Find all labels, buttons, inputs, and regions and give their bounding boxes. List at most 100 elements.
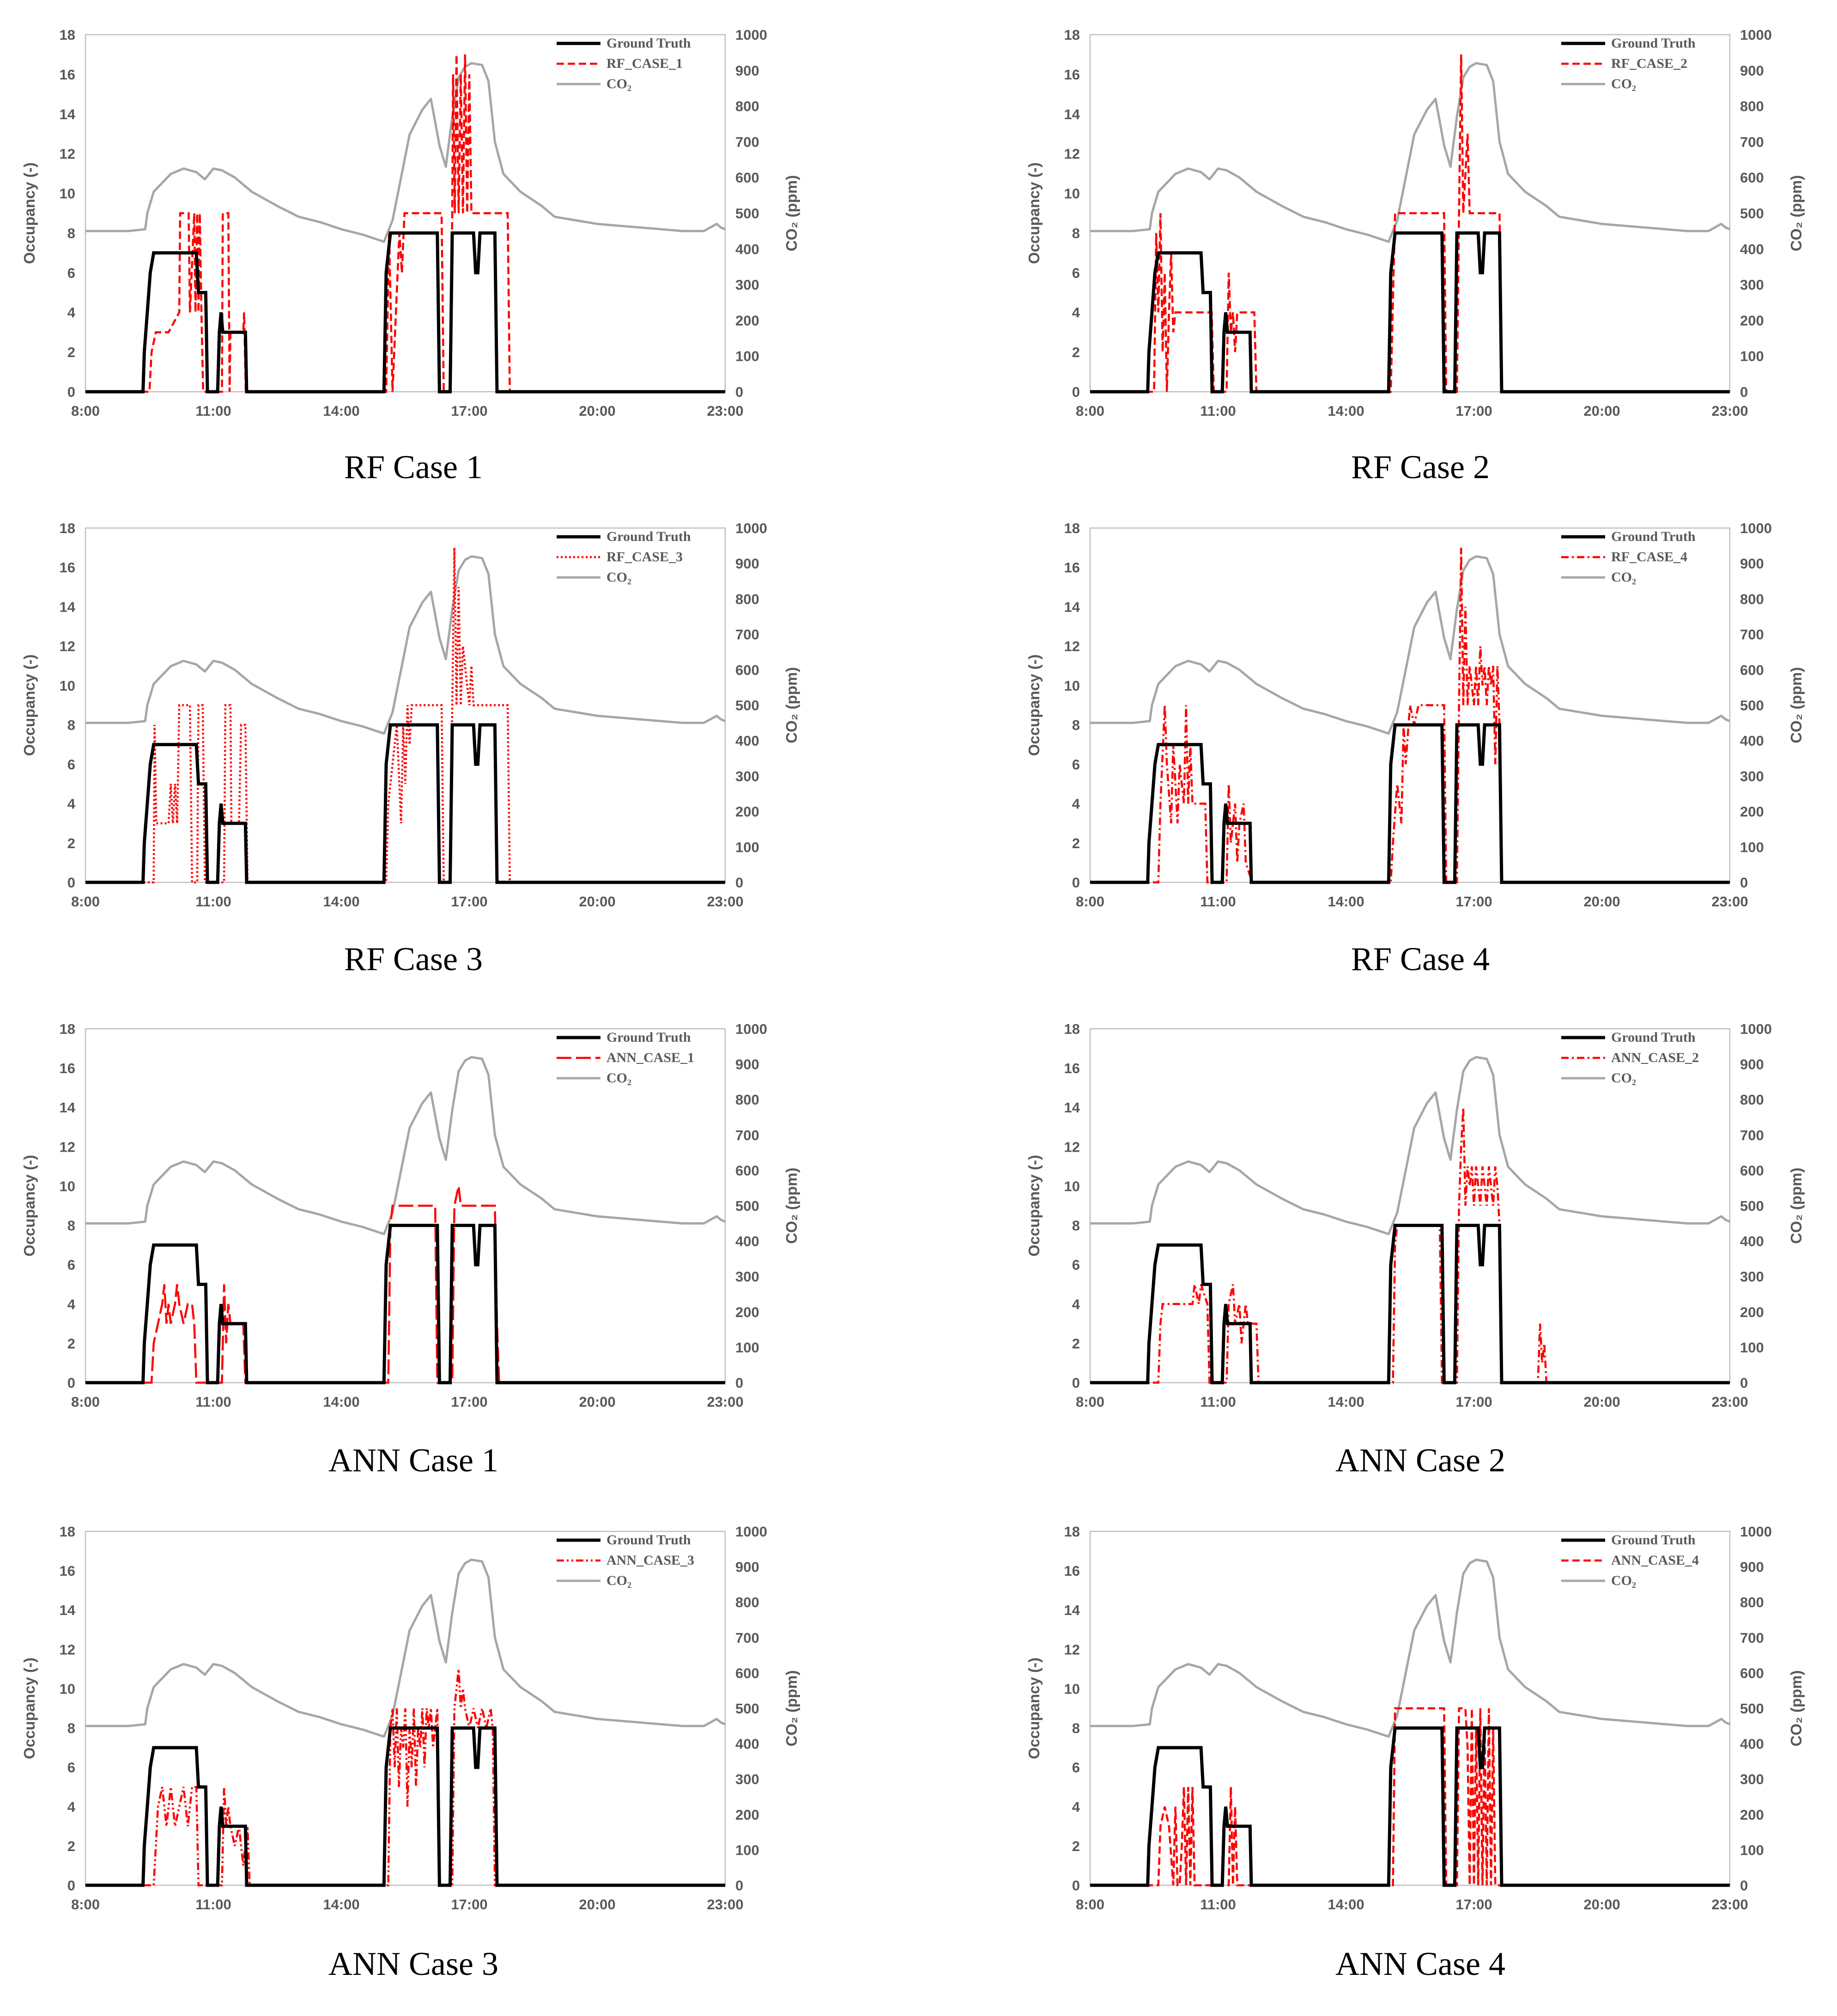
y-left-tick-label: 10 — [1064, 678, 1080, 694]
y-left-tick-label: 16 — [1064, 1563, 1080, 1579]
y-right-tick-label: 1000 — [1740, 27, 1772, 43]
legend-label: RF_CASE_3 — [606, 549, 683, 565]
y-left-tick-label: 6 — [1072, 265, 1080, 281]
legend-label: Ground Truth — [606, 529, 691, 544]
y-left-tick-label: 6 — [1072, 1760, 1080, 1776]
co2-line — [1090, 1056, 1730, 1235]
y-right-tick-label: 700 — [735, 134, 759, 150]
y-left-tick-label: 0 — [1072, 384, 1080, 400]
y-left-tick-label: 18 — [1064, 520, 1080, 536]
legend-label: Ground Truth — [606, 1030, 691, 1045]
ground-truth-line — [85, 1726, 725, 1887]
legend-label: CO₂ — [606, 570, 631, 585]
y-right-axis-title: CO₂ (ppm) — [1788, 1670, 1805, 1747]
y-right-tick-label: 300 — [735, 768, 759, 784]
x-tick-label: 8:00 — [1076, 893, 1104, 910]
y-right-tick-label: 900 — [735, 1057, 759, 1073]
ground-truth-line — [1090, 723, 1730, 884]
y-left-tick-label: 8 — [67, 717, 75, 733]
legend-label: CO₂ — [1611, 76, 1636, 91]
y-right-tick-label: 300 — [735, 277, 759, 293]
y-right-tick-label: 500 — [1740, 1198, 1764, 1214]
y-left-tick-label: 10 — [60, 1178, 75, 1194]
y-left-tick-label: 14 — [1064, 106, 1080, 122]
x-tick-label: 23:00 — [707, 1394, 743, 1410]
legend-label: RF_CASE_4 — [1611, 549, 1687, 565]
x-tick-label: 20:00 — [1583, 1896, 1620, 1913]
y-left-tick-label: 2 — [67, 835, 75, 851]
y-left-tick-label: 10 — [1064, 1178, 1080, 1194]
y-right-tick-label: 800 — [735, 1092, 759, 1108]
y-left-tick-label: 2 — [1072, 835, 1080, 851]
y-right-tick-label: 900 — [1740, 1559, 1764, 1575]
y-right-tick-label: 700 — [735, 626, 759, 643]
chart-caption: ANN Case 3 — [328, 1945, 498, 1982]
y-right-tick-label: 900 — [735, 62, 759, 79]
y-left-axis-title: Occupancy (-) — [1025, 162, 1043, 264]
ground-truth-line — [85, 723, 725, 884]
co2-line — [85, 62, 726, 243]
y-left-tick-label: 12 — [60, 1139, 75, 1155]
y-right-axis-title: CO₂ (ppm) — [783, 1670, 800, 1747]
y-right-axis-title: CO₂ (ppm) — [783, 667, 800, 743]
x-tick-label: 14:00 — [1328, 1896, 1364, 1913]
x-tick-label: 14:00 — [323, 1394, 359, 1410]
co2-line — [85, 555, 726, 735]
y-right-tick-label: 1000 — [735, 27, 767, 43]
y-right-tick-label: 300 — [1740, 1771, 1764, 1787]
y-right-tick-label: 400 — [735, 733, 759, 749]
legend-label: ANN_CASE_4 — [1611, 1553, 1699, 1568]
y-right-axis-title: CO₂ (ppm) — [1788, 175, 1805, 251]
y-right-tick-label: 600 — [735, 662, 759, 678]
y-left-tick-label: 6 — [1072, 756, 1080, 772]
y-left-tick-label: 18 — [60, 1021, 75, 1037]
y-left-tick-label: 10 — [60, 1681, 75, 1697]
y-left-tick-label: 14 — [1064, 1602, 1080, 1618]
y-right-tick-label: 800 — [1740, 98, 1764, 115]
y-left-tick-label: 0 — [67, 1877, 75, 1894]
y-right-tick-label: 200 — [735, 1807, 759, 1823]
y-left-tick-label: 2 — [1072, 1336, 1080, 1352]
y-left-tick-label: 2 — [67, 1838, 75, 1854]
y-left-axis-title: Occupancy (-) — [21, 1155, 38, 1257]
y-left-tick-label: 18 — [1064, 27, 1080, 43]
chart-caption: RF Case 1 — [344, 449, 483, 486]
x-tick-label: 23:00 — [1711, 893, 1748, 910]
y-right-tick-label: 700 — [1740, 1630, 1764, 1646]
x-tick-label: 8:00 — [1076, 1394, 1104, 1410]
y-right-tick-label: 500 — [1740, 1700, 1764, 1717]
y-left-tick-label: 12 — [1064, 146, 1080, 162]
plot-area — [1089, 34, 1731, 393]
y-right-tick-label: 400 — [1740, 733, 1764, 749]
y-left-tick-label: 12 — [60, 1641, 75, 1658]
y-right-tick-label: 0 — [735, 874, 743, 891]
y-left-tick-label: 4 — [67, 1799, 76, 1815]
x-tick-label: 23:00 — [707, 893, 743, 910]
y-left-axis-title: Occupancy (-) — [21, 162, 38, 264]
y-left-tick-label: 14 — [60, 106, 76, 122]
chart-panel-6: 0 2 4 6 8 10 12 14 16 18 0 100 200 300 400 500 600 700 800… — [1025, 1021, 1805, 1479]
y-left-tick-label: 10 — [60, 678, 75, 694]
y-right-tick-label: 500 — [735, 1198, 759, 1214]
chart-caption: ANN Case 2 — [1335, 1442, 1505, 1479]
y-left-tick-label: 18 — [60, 27, 75, 43]
y-right-tick-label: 500 — [735, 698, 759, 714]
x-tick-label: 23:00 — [707, 403, 743, 419]
y-right-tick-label: 1000 — [1740, 1524, 1772, 1540]
x-tick-label: 8:00 — [71, 893, 100, 910]
y-right-tick-label: 100 — [1740, 839, 1764, 855]
y-right-tick-label: 500 — [1740, 698, 1764, 714]
y-right-tick-label: 600 — [1740, 1162, 1764, 1178]
y-right-tick-label: 100 — [1740, 1842, 1764, 1858]
y-left-tick-label: 18 — [1064, 1021, 1080, 1037]
y-right-tick-label: 100 — [735, 1842, 759, 1858]
legend-label: Ground Truth — [1611, 1532, 1696, 1548]
y-right-tick-label: 200 — [735, 804, 759, 820]
x-tick-label: 8:00 — [71, 403, 100, 419]
ground-truth-line — [1090, 231, 1730, 394]
chart-caption: ANN Case 1 — [328, 1442, 498, 1479]
y-left-tick-label: 8 — [1072, 1218, 1080, 1234]
x-tick-label: 23:00 — [1711, 1394, 1748, 1410]
y-right-tick-label: 900 — [735, 1559, 759, 1575]
y-left-tick-label: 10 — [1064, 1681, 1080, 1697]
